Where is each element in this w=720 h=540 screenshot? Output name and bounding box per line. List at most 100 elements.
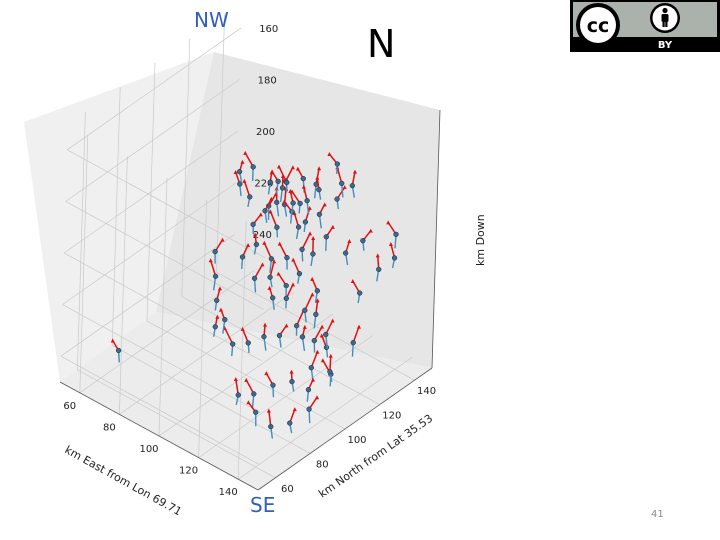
- x-tick-label: 60: [63, 401, 76, 412]
- data-vector-head: [292, 407, 297, 412]
- data-point: [305, 387, 312, 393]
- z-tick-label: 200: [256, 127, 275, 138]
- data-point: [270, 382, 276, 388]
- data-vector: [253, 263, 264, 279]
- data-vector-head: [308, 231, 313, 236]
- data-vector-head: [347, 239, 352, 244]
- data-point: [270, 295, 276, 301]
- data-point: [237, 181, 243, 187]
- z-tick-label: 240: [253, 230, 272, 241]
- data-point: [302, 219, 309, 225]
- data-vector-head: [330, 224, 335, 229]
- data-point: [349, 182, 355, 189]
- data-point: [115, 347, 122, 354]
- data-vector-head: [270, 169, 275, 174]
- data-point: [295, 224, 302, 230]
- data-point: [300, 175, 306, 182]
- data-point: [235, 392, 241, 398]
- data-vector: [315, 168, 320, 185]
- data-vector-head: [240, 159, 245, 164]
- data-vector-head: [263, 322, 268, 327]
- data-vector-head: [322, 202, 327, 207]
- data-vector-head: [276, 271, 281, 276]
- data-point: [261, 333, 267, 340]
- data-vector: [310, 351, 319, 368]
- data-vector-head: [386, 220, 391, 225]
- data-vector-head: [218, 307, 223, 312]
- axis-lines: [59, 109, 441, 491]
- data-point: [279, 185, 286, 191]
- data-vector: [329, 355, 332, 372]
- data-vector: [235, 378, 240, 396]
- data-point: [245, 340, 251, 346]
- by-text: BY: [658, 40, 673, 51]
- data-point: [253, 409, 259, 415]
- data-point: [323, 234, 329, 240]
- data-point: [287, 420, 293, 426]
- data-vector-head: [310, 276, 315, 281]
- north-label: N: [367, 22, 396, 66]
- data-vector-head: [288, 188, 293, 193]
- data-point: [276, 332, 283, 339]
- se-direction-label: SE: [250, 493, 276, 517]
- data-vector-head: [320, 358, 325, 363]
- data-vector-head: [208, 258, 213, 263]
- data-vector-head: [319, 333, 324, 338]
- data-point: [304, 198, 310, 204]
- data-vector-head: [253, 232, 258, 237]
- data-point: [284, 255, 290, 261]
- data-vector-head: [327, 152, 332, 156]
- data-point: [239, 254, 246, 260]
- grid-line: [181, 38, 380, 405]
- data-point: [357, 290, 363, 296]
- data-point: [250, 164, 256, 170]
- data-point: [253, 241, 260, 248]
- data-vector-head: [350, 279, 355, 284]
- data-point: [391, 255, 398, 261]
- data-vector-head: [215, 314, 220, 319]
- data-vector-head: [311, 377, 316, 382]
- data-vector-head: [315, 349, 320, 354]
- data-point: [334, 196, 340, 202]
- data-vector-head: [217, 286, 222, 291]
- data-vector-head: [240, 326, 245, 331]
- data-vector-head: [233, 170, 238, 175]
- data-point: [268, 423, 274, 430]
- data-vector-head: [352, 169, 357, 174]
- data-vector-head: [388, 241, 393, 246]
- data-vector: [304, 294, 314, 311]
- nw-direction-label: NW: [194, 8, 229, 32]
- data-point: [293, 323, 300, 329]
- data-point: [327, 369, 333, 375]
- x-tick-label: 80: [103, 422, 116, 433]
- data-point: [212, 248, 218, 255]
- y-tick-label: 80: [316, 459, 329, 470]
- data-point: [314, 288, 321, 294]
- data-vector-head: [295, 166, 300, 171]
- x-tick-label: 120: [179, 466, 198, 477]
- data-point: [339, 180, 345, 187]
- back-pane: [156, 52, 440, 368]
- data-point: [308, 365, 314, 371]
- x-tick-label: 100: [139, 444, 158, 455]
- data-vector: [224, 327, 234, 345]
- data-point: [214, 297, 220, 304]
- data-point: [283, 282, 289, 289]
- data-point: [360, 238, 366, 244]
- data-vector: [301, 233, 311, 250]
- data-point: [283, 295, 289, 302]
- data-point: [262, 208, 268, 214]
- data-point: [250, 221, 256, 228]
- data-vector-head: [246, 400, 251, 405]
- grid-line: [146, 62, 346, 430]
- x-tick-label: 140: [219, 487, 238, 498]
- data-vector-head: [284, 323, 289, 328]
- data-point: [296, 270, 303, 277]
- data-point: [274, 224, 280, 230]
- cc-by-license-badge[interactable]: cc BY: [570, 0, 720, 52]
- data-vector-head: [292, 211, 297, 216]
- data-point: [236, 169, 243, 175]
- z-tick-label: 180: [258, 75, 277, 86]
- data-vector-head: [267, 285, 272, 290]
- data-vector-head: [243, 150, 248, 155]
